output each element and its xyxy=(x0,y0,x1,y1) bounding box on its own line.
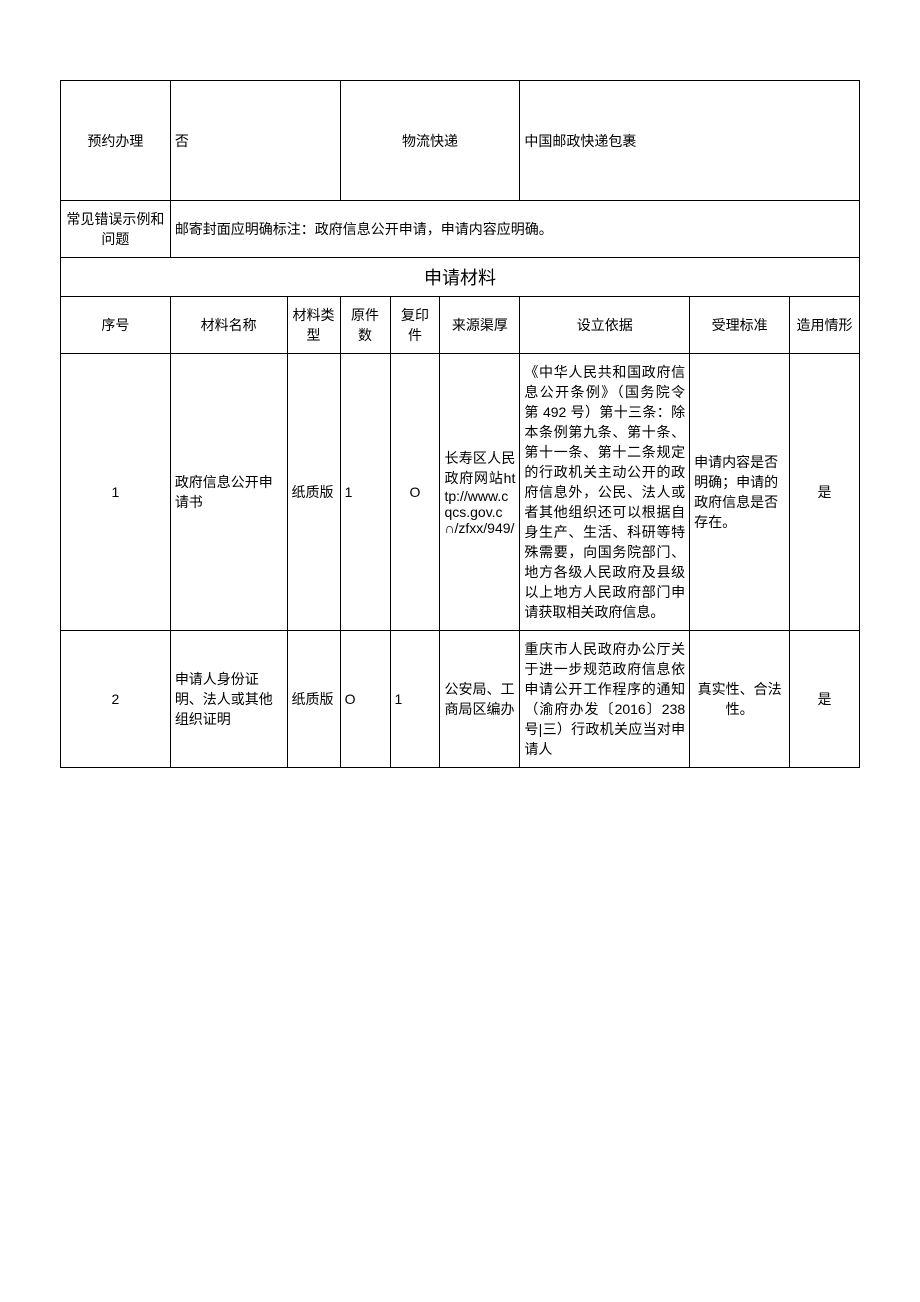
cell-accept: 申请内容是否明确；申请的政府信息是否存在。 xyxy=(690,354,790,631)
appointment-row: 预约办理 否 物流快递 中国邮政快递包裹 xyxy=(61,81,860,201)
header-orig: 原件数 xyxy=(340,297,390,354)
cell-basis: 《中华人民共和国政府信息公开条例》（国务院令第 492 号）第十三条：除本条例第… xyxy=(520,354,690,631)
section-title: 申请材料 xyxy=(61,258,860,297)
section-title-row: 申请材料 xyxy=(61,258,860,297)
appointment-value: 否 xyxy=(170,81,340,201)
cell-basis: 重庆市人民政府办公厅关于进一步规范政府信息依申请公开工作程序的通知（渝府办发〔2… xyxy=(520,631,690,768)
header-accept: 受理标准 xyxy=(690,297,790,354)
table-row: 2 申请人身份证明、法人或其他组织证明 纸质版 O 1 公安局、工商局区编办 重… xyxy=(61,631,860,768)
error-value: 邮寄封面应明确标注：政府信息公开申请，申请内容应明确。 xyxy=(170,201,859,258)
cell-accept: 真实性、合法性。 xyxy=(690,631,790,768)
cell-type: 纸质版 xyxy=(287,354,340,631)
header-basis: 设立依据 xyxy=(520,297,690,354)
cell-copy: 1 xyxy=(390,631,440,768)
cell-use: 是 xyxy=(790,354,860,631)
cell-name: 政府信息公开申请书 xyxy=(170,354,287,631)
cell-name: 申请人身份证明、法人或其他组织证明 xyxy=(170,631,287,768)
appointment-label: 预约办理 xyxy=(61,81,171,201)
cell-source: 公安局、工商局区编办 xyxy=(440,631,520,768)
cell-copy: O xyxy=(390,354,440,631)
header-source: 来源渠厚 xyxy=(440,297,520,354)
header-use: 造用情形 xyxy=(790,297,860,354)
header-row: 序号 材料名称 材料类型 原件数 复印件 来源渠厚 设立依据 受理标准 造用情形 xyxy=(61,297,860,354)
cell-seq: 1 xyxy=(61,354,171,631)
header-seq: 序号 xyxy=(61,297,171,354)
error-label: 常见错误示例和问题 xyxy=(61,201,171,258)
logistics-label: 物流快递 xyxy=(340,81,520,201)
header-name: 材料名称 xyxy=(170,297,287,354)
cell-use: 是 xyxy=(790,631,860,768)
table-row: 1 政府信息公开申请书 纸质版 1 O 长寿区人民政府网站http://www.… xyxy=(61,354,860,631)
cell-source: 长寿区人民政府网站http://www.cqcs.gov.c∩/zfxx/949… xyxy=(440,354,520,631)
header-type: 材料类型 xyxy=(287,297,340,354)
error-example-row: 常见错误示例和问题 邮寄封面应明确标注：政府信息公开申请，申请内容应明确。 xyxy=(61,201,860,258)
logistics-value: 中国邮政快递包裹 xyxy=(520,81,860,201)
header-copy: 复印件 xyxy=(390,297,440,354)
cell-type: 纸质版 xyxy=(287,631,340,768)
cell-orig: 1 xyxy=(340,354,390,631)
cell-seq: 2 xyxy=(61,631,171,768)
cell-orig: O xyxy=(340,631,390,768)
document-table: 预约办理 否 物流快递 中国邮政快递包裹 常见错误示例和问题 邮寄封面应明确标注… xyxy=(60,80,860,768)
